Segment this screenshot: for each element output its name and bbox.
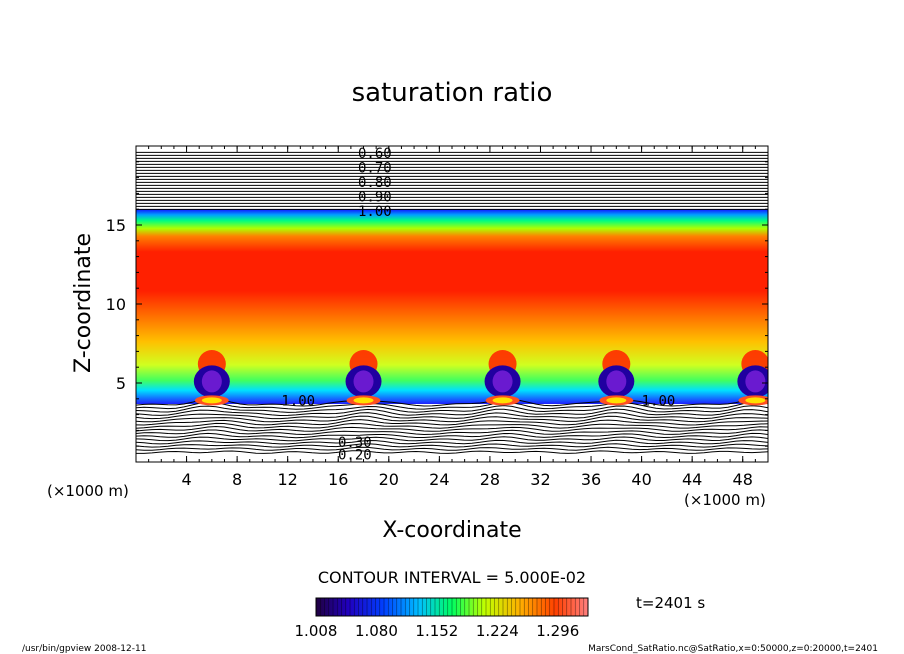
x-tick-label: 20 bbox=[379, 470, 399, 489]
upper-contour-lines bbox=[136, 151, 768, 210]
x-tick-label: 44 bbox=[682, 470, 702, 489]
x-tick-label: 8 bbox=[232, 470, 242, 489]
contour-line-lower bbox=[136, 405, 768, 413]
contour-labels: 0.600.700.800.901.000.200.301.00 1.00 bbox=[281, 146, 676, 464]
contour-interval: CONTOUR INTERVAL = 5.000E-02 bbox=[318, 568, 586, 587]
y-tick-label: 10 bbox=[106, 295, 126, 314]
y-tick-label: 5 bbox=[116, 374, 126, 393]
cloud-base-inner bbox=[606, 397, 627, 404]
cloud-base-inner bbox=[492, 397, 513, 404]
colorbar-tick-label: 1.296 bbox=[536, 622, 579, 640]
chart-title: saturation ratio bbox=[352, 78, 553, 108]
cloud-core-inner bbox=[353, 370, 374, 393]
x-tick-label: 48 bbox=[733, 470, 753, 489]
contour-line-lower bbox=[136, 439, 768, 445]
contour-line-lower bbox=[136, 419, 768, 426]
x-axis-label: X-coordinate bbox=[382, 518, 521, 543]
contour-line-lower bbox=[136, 450, 768, 454]
colorbar-tick-label: 1.080 bbox=[355, 622, 398, 640]
contour-label-bottom: 0.20 bbox=[338, 448, 372, 464]
x-tick-label: 40 bbox=[631, 470, 651, 489]
colorbar-dividers bbox=[319, 598, 585, 616]
contour-line-lower bbox=[136, 429, 768, 436]
contour-label-top: 0.70 bbox=[358, 161, 392, 177]
colorbar-tick-labels: 1.008 1.080 1.152 1.224 1.296 bbox=[295, 622, 580, 640]
contour-line-lower bbox=[136, 415, 768, 423]
x-tick-label: 32 bbox=[530, 470, 550, 489]
colorbar-tick-label: 1.008 bbox=[295, 622, 338, 640]
colorbar-tick-label: 1.152 bbox=[415, 622, 458, 640]
y-tick-label: 15 bbox=[106, 216, 126, 235]
cloud-base-inner bbox=[201, 397, 222, 404]
contour-label-mid: 1.00 bbox=[642, 393, 676, 409]
contour-label-top: 0.90 bbox=[358, 190, 392, 206]
cloud-core-inner bbox=[201, 370, 222, 393]
x-unit-left: (×1000 m) bbox=[47, 482, 129, 500]
contour-line-lower bbox=[136, 425, 768, 432]
cloud-base-inner bbox=[745, 397, 766, 404]
cloud-core-inner bbox=[606, 370, 627, 393]
contour-line-lower bbox=[136, 432, 768, 439]
x-tick-label: 28 bbox=[480, 470, 500, 489]
x-tick-label: 4 bbox=[181, 470, 191, 489]
cloud-base-inner bbox=[353, 397, 374, 404]
contour-line-lower bbox=[136, 412, 768, 420]
x-tick-label: 12 bbox=[278, 470, 298, 489]
x-axis: 4 8 12 16 20 24 28 32 36 40 44 48 bbox=[148, 146, 756, 489]
y-axis-label: Z-coordinate bbox=[71, 233, 96, 373]
contour-line-lower bbox=[136, 401, 768, 410]
contour-label-top: 0.80 bbox=[358, 175, 392, 191]
x-unit-right: (×1000 m) bbox=[684, 491, 766, 509]
time-label: t=2401 s bbox=[636, 594, 705, 612]
contour-label-top: 1.00 bbox=[358, 204, 392, 220]
plot-area: 0.600.700.800.901.000.200.301.00 1.00 bbox=[136, 146, 768, 464]
contour-label-top: 0.60 bbox=[358, 146, 392, 162]
lower-contour-lines bbox=[136, 398, 768, 454]
contour-line-lower bbox=[136, 422, 768, 429]
footer-right: MarsCond_SatRatio.nc@SatRatio,x=0:50000,… bbox=[588, 644, 878, 654]
cloud-core-inner bbox=[492, 370, 513, 393]
cloud-cores bbox=[193, 350, 768, 406]
cloud-core-inner bbox=[745, 370, 766, 393]
colorbar-tick-label: 1.224 bbox=[476, 622, 519, 640]
saturation-field bbox=[136, 209, 768, 404]
contour-line-lower bbox=[136, 443, 768, 448]
x-tick-label: 24 bbox=[429, 470, 449, 489]
x-tick-label: 36 bbox=[581, 470, 601, 489]
contour-line-lower bbox=[136, 398, 768, 407]
contour-line-lower bbox=[136, 408, 768, 417]
contour-line-lower bbox=[136, 446, 768, 451]
contour-label-bottom: 0.30 bbox=[338, 435, 372, 451]
contour-label-mid: 1.00 bbox=[281, 393, 315, 409]
footer-left: /usr/bin/gpview 2008-12-11 bbox=[22, 644, 146, 654]
x-tick-label: 16 bbox=[328, 470, 348, 489]
contour-line-lower bbox=[136, 436, 768, 442]
y-axis: 5 10 15 bbox=[106, 161, 768, 447]
